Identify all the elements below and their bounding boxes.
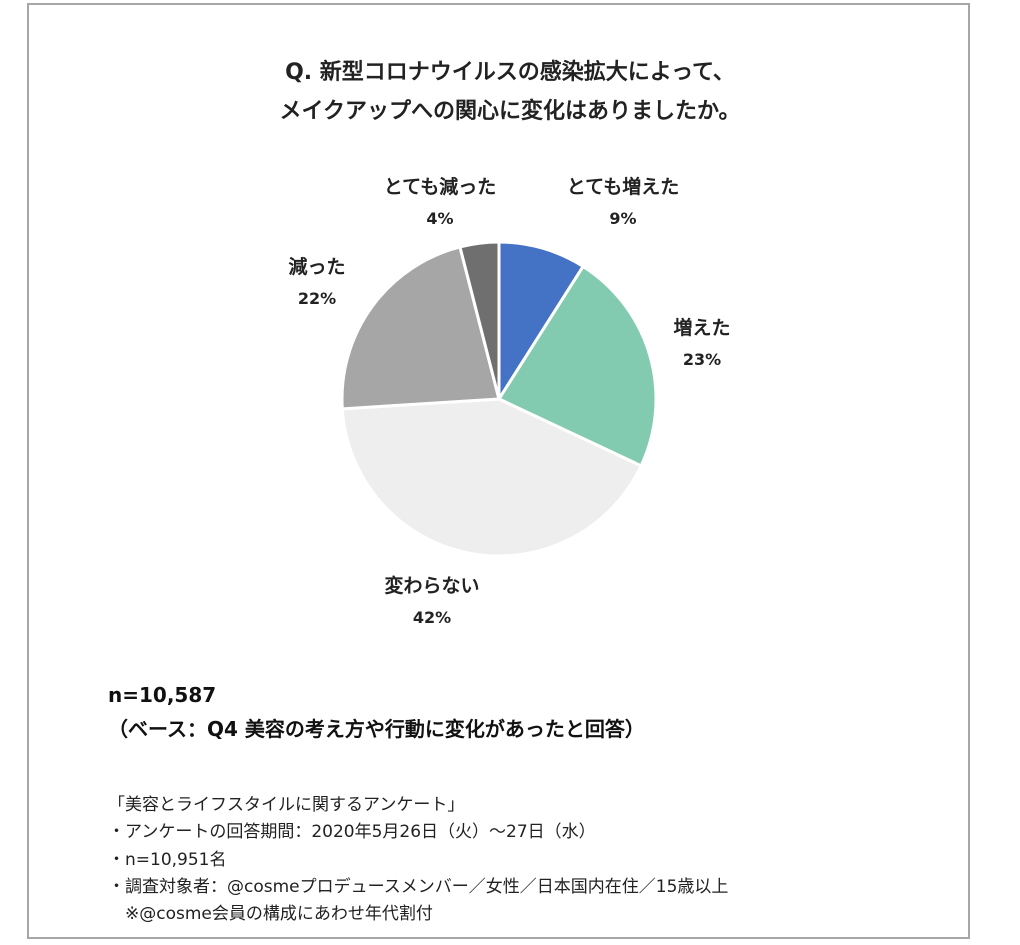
pie-slice-decreased	[340, 245, 501, 411]
pie-slice-very-increased	[497, 240, 586, 405]
chart-title-line1: Q. 新型コロナウイルスの感染拡大によって、	[285, 60, 735, 85]
chart-title-line2: メイクアップへの関心に変化はありましたか。	[279, 99, 741, 124]
slice-pct-unchanged: 42%	[412, 608, 452, 627]
slice-label-decreased: 減った 22%	[272, 258, 362, 307]
pie-slice-very-decreased	[458, 240, 501, 400]
pie-slice-unchanged	[340, 397, 644, 558]
note-period: ・アンケートの回答期間：2020年5月26日（火）～27日（水）	[108, 822, 596, 842]
slice-name-very-decreased: とても減った	[383, 176, 497, 198]
slice-pct-increased: 23%	[682, 350, 722, 369]
slice-pct-very-increased: 9%	[609, 209, 637, 228]
slice-label-increased: 増えた 23%	[652, 319, 752, 368]
slice-name-decreased: 減った	[288, 256, 346, 278]
slice-label-very-increased: とても増えた 9%	[548, 178, 698, 227]
note-survey-name: 「美容とライフスタイルに関するアンケート」	[108, 795, 465, 815]
slice-label-very-decreased: とても減った 4%	[365, 178, 515, 227]
slice-pct-decreased: 22%	[297, 289, 337, 308]
note-sample: ・n=10,951名	[108, 850, 227, 870]
slice-pct-very-decreased: 4%	[426, 209, 454, 228]
slice-name-very-increased: とても増えた	[566, 176, 680, 198]
sample-size: n=10,587	[108, 683, 217, 707]
note-allocation: ※@cosme会員の構成にあわせ年代割付	[108, 904, 433, 924]
slice-name-increased: 増えた	[673, 317, 731, 339]
note-target: ・調査対象者：@cosmeプロデュースメンバー／女性／日本国内在住／15歳以上	[108, 877, 729, 897]
slice-label-unchanged: 変わらない 42%	[362, 577, 502, 626]
sample-base: （ベース：Q4 美容の考え方や行動に変化があったと回答）	[108, 717, 645, 741]
slice-name-unchanged: 変わらない	[384, 575, 480, 597]
